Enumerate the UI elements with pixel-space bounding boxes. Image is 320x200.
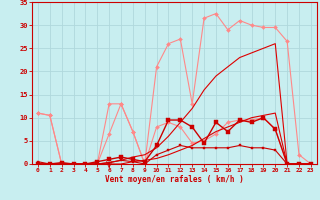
X-axis label: Vent moyen/en rafales ( km/h ): Vent moyen/en rafales ( km/h ) (105, 175, 244, 184)
